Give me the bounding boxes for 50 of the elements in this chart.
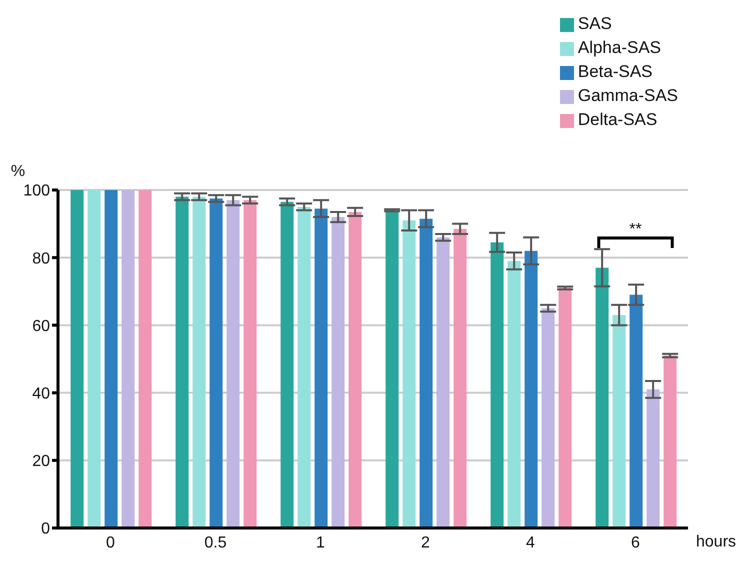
bar [524,250,538,528]
bar [612,315,626,528]
bar [138,190,152,528]
bar [280,202,294,528]
x-tick-label: 2 [421,534,430,552]
bar [542,308,555,528]
bar [558,288,572,528]
x-tick-label: 1 [316,534,326,552]
bar [664,356,677,528]
y-tick-label: 20 [32,453,50,470]
x-tick-label: 6 [631,534,640,552]
legend-label: Alpha-SAS [578,38,662,57]
bar [176,196,189,528]
bar [436,237,450,528]
legend-label: Beta-SAS [578,62,653,81]
y-tick-label: 0 [41,520,50,538]
bar [70,190,84,528]
legend-label: SAS [578,14,612,33]
bar [88,190,101,528]
bar [122,190,135,528]
bar [508,260,521,528]
legend-label: Delta-SAS [578,110,658,129]
y-tick-label: 80 [32,250,50,268]
x-tick-label: 0 [106,534,116,552]
bar [596,268,609,528]
bar [420,218,433,528]
bar [210,198,223,528]
annotation: ** [629,221,642,238]
bar [244,200,257,528]
bar [454,228,467,528]
bar [490,242,504,528]
bar [298,206,311,528]
bar [646,389,660,528]
y-axis-title: % [10,163,26,180]
bar [348,212,362,528]
bar [386,210,399,528]
x-tick-label: 0.5 [204,534,227,552]
bar [192,196,206,528]
y-tick-label: 40 [32,385,50,402]
x-axis-title: hours [696,534,736,551]
bar [402,220,416,528]
x-tick-label: 4 [526,534,536,552]
bar [332,217,345,528]
bar [226,200,240,528]
bar [314,208,328,528]
bar [630,294,643,528]
y-tick-label: 100 [23,182,50,200]
bar [104,190,118,528]
legend-label: Gamma-SAS [578,86,678,105]
y-tick-label: 60 [32,318,50,335]
